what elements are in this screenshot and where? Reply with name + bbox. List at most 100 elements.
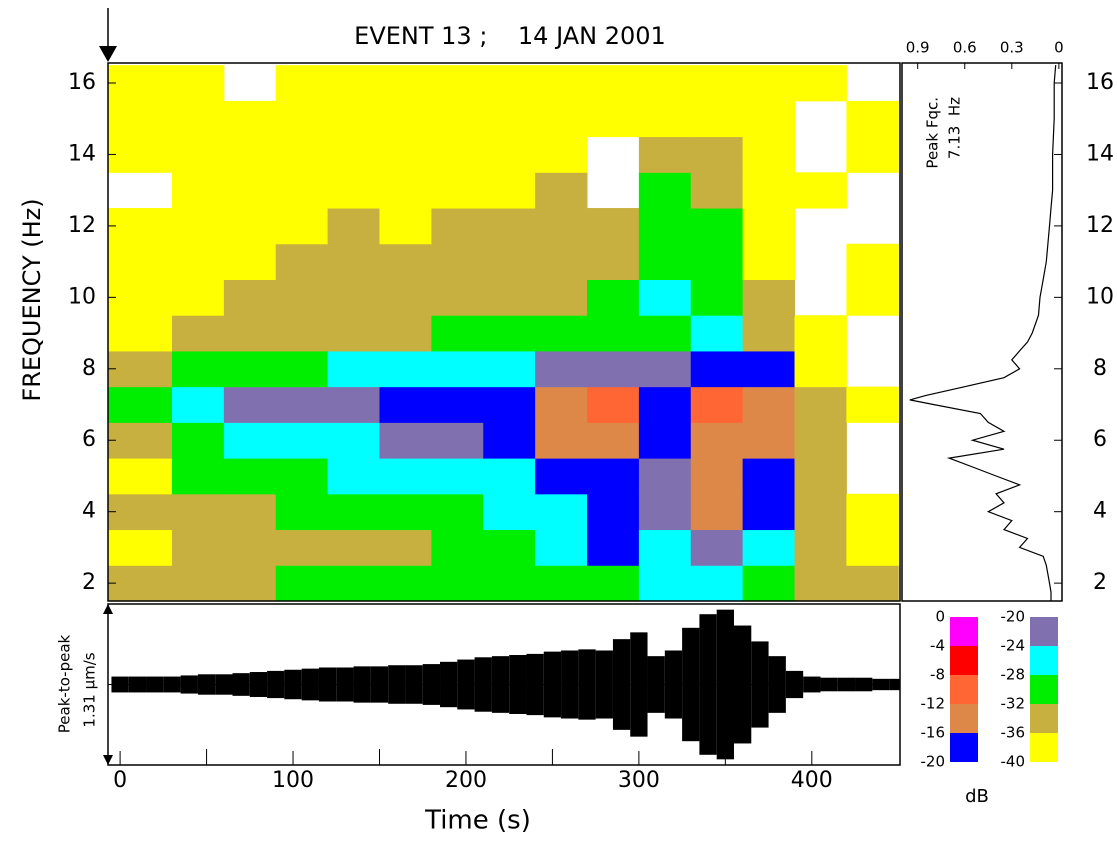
colorbar-label: -32 [1001, 695, 1026, 713]
spectrogram-cell [690, 350, 744, 388]
spectrogram-cell [483, 493, 536, 531]
spectrogram-cell [690, 529, 744, 566]
spectrogram-cell [223, 350, 277, 388]
spectrogram-cell [223, 422, 277, 459]
x-tick-label: 100 [272, 768, 314, 793]
spectrogram-cell [171, 136, 225, 173]
waveform-envelope [388, 665, 406, 704]
colorbar-label: -20 [1001, 608, 1026, 626]
spectrogram-cell [275, 422, 329, 459]
y-tick-label: 16 [1086, 70, 1114, 95]
spectrogram-cell [742, 279, 796, 316]
spectrogram-cell [794, 315, 847, 352]
spectrogram-cell [327, 172, 380, 209]
spectrogram-cell [431, 458, 484, 495]
waveform-envelope [837, 677, 856, 692]
waveform-envelope [855, 677, 873, 692]
spectrogram-cell [483, 172, 536, 209]
waveform-envelope [509, 655, 527, 714]
colorbar-label: -40 [1001, 753, 1026, 771]
spectrogram-cell [638, 350, 692, 388]
colorbar-label: -12 [921, 695, 946, 713]
spectrogram-cell [587, 279, 640, 316]
spectrogram-cell [431, 279, 484, 316]
waveform-envelope [699, 614, 717, 755]
spectrogram-cell [223, 493, 277, 531]
spectrogram-cell [223, 136, 277, 173]
colorbar-swatch [1030, 646, 1058, 675]
spectrogram-cell [275, 208, 329, 245]
spectrogram-cell [535, 315, 588, 352]
y-tick-label: 12 [1086, 213, 1114, 238]
spectrogram-cell [483, 100, 536, 138]
spectrogram-cell [638, 243, 692, 280]
spectrogram-cell [535, 136, 588, 173]
spectrogram-cell [108, 208, 173, 245]
waveform-envelope [733, 625, 752, 744]
spectrogram-cell [742, 243, 796, 280]
spectrogram-cell [483, 243, 536, 280]
spectrogram-cell [794, 422, 847, 459]
y-axis-title: FREQUENCY (Hz) [18, 198, 46, 401]
spectrogram-cell [171, 65, 225, 102]
waveform-envelope [543, 651, 562, 718]
spectrogram-cell [638, 529, 692, 566]
y-tick-label: 10 [68, 284, 96, 309]
spectrogram-cell [535, 493, 588, 531]
spectrogram-cell [327, 493, 380, 531]
spectrogram-frame [107, 62, 901, 602]
waveform-envelope [301, 668, 319, 701]
spectrogram-cell [846, 279, 899, 316]
spectrogram-cell [108, 243, 173, 280]
spectrogram-cell [690, 136, 744, 173]
spectrogram-cell [638, 565, 692, 602]
spectrogram-cell [638, 493, 692, 531]
x-tick-label: 0.6 [953, 39, 977, 57]
spectrogram-cell [742, 136, 796, 173]
spectrum-line [909, 65, 1057, 601]
y-tick-label: 6 [82, 427, 96, 452]
waveform-envelope [526, 653, 544, 716]
y-tick-label: 4 [1093, 499, 1107, 524]
spectrogram-cell [108, 100, 173, 138]
spectrogram-cell [742, 172, 796, 209]
spectrogram-cell [223, 100, 277, 138]
spectrogram-cell [535, 100, 588, 138]
annotation: Peak Fqc. [924, 97, 942, 169]
spectrogram-cell [108, 458, 173, 495]
spectrogram-cell [535, 279, 588, 316]
chart-title: EVENT 13 ; 14 JAN 2001 [354, 22, 666, 50]
spectrogram-cell [108, 529, 173, 566]
spectrogram-cell [483, 350, 536, 388]
spectrogram-cell [638, 100, 692, 138]
spectrogram-cell [638, 172, 692, 209]
spectrogram-cell [431, 100, 484, 138]
waveform-envelope [664, 650, 683, 719]
spectrogram-cell [638, 65, 692, 102]
waveform-envelope [682, 627, 700, 742]
colorbar-swatch [950, 617, 978, 646]
spectrogram-cell [638, 136, 692, 173]
spectrogram-cell [327, 100, 380, 138]
spectrogram-cell [742, 100, 796, 138]
spectrogram-cell [587, 100, 640, 138]
spectrogram-cell [638, 422, 692, 459]
y-tick-label: 10 [1086, 284, 1114, 309]
spectrogram-cell [742, 208, 796, 245]
spectrogram-cell [327, 208, 380, 245]
spectrogram-cell [275, 243, 329, 280]
waveform-envelope [163, 676, 181, 693]
colorbar-swatch [1030, 733, 1058, 762]
waveform-envelope [768, 656, 786, 713]
spectrogram-cell [379, 208, 432, 245]
spectrogram-cell [327, 279, 380, 316]
spectrogram-cell [223, 243, 277, 280]
spectrogram-cell [742, 493, 796, 531]
spectrogram-cell [690, 208, 744, 245]
y-tick-label: 8 [82, 356, 96, 381]
waveform-envelope [146, 676, 164, 693]
y-tick-label: 8 [1093, 356, 1107, 381]
spectrogram-cell [535, 243, 588, 280]
spectrogram-cell [379, 136, 432, 173]
annotation: 7.13 Hz [946, 97, 964, 159]
